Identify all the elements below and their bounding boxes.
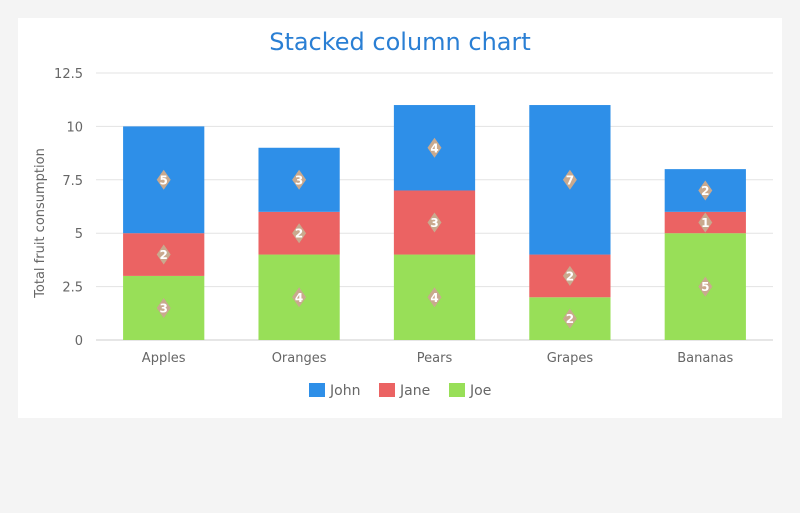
data-label-marker [427, 137, 442, 158]
x-tick-label: Apples [142, 351, 186, 366]
chart-card: Stacked column chart 0 2.5 5 7.5 10 12.5 Tota… [18, 18, 782, 418]
legend-swatch-joe [449, 383, 465, 397]
legend-swatch-jane [379, 383, 395, 397]
data-label: 3 [430, 216, 438, 230]
data-label-marker [156, 297, 171, 318]
data-label: 4 [295, 291, 303, 305]
y-axis-title: Total fruit consumption [33, 148, 48, 299]
data-label: 5 [701, 280, 709, 294]
data-label: 2 [701, 184, 709, 198]
y-axis-ticks: 0 2.5 5 7.5 10 12.5 [54, 67, 83, 349]
data-label: 7 [566, 173, 574, 187]
data-label-marker [698, 180, 713, 201]
x-tick-label: Bananas [677, 351, 733, 366]
data-label-marker [698, 212, 713, 233]
data-label: 2 [566, 269, 574, 283]
data-label: 2 [566, 312, 574, 326]
legend-swatch-john [309, 383, 325, 397]
data-label: 5 [160, 173, 168, 187]
data-label-marker [698, 276, 713, 297]
data-label: 3 [295, 173, 303, 187]
data-label-marker [156, 169, 171, 190]
stacked-column-chart: Stacked column chart 0 2.5 5 7.5 10 12.5 Tota… [33, 28, 773, 399]
data-labels: 3 2 5 4 2 3 4 3 4 2 2 7 5 1 2 [156, 137, 713, 329]
data-label-marker [427, 287, 442, 308]
legend-label-joe[interactable]: Joe [469, 383, 491, 399]
x-tick-label: Pears [417, 351, 453, 366]
data-label-marker [562, 169, 577, 190]
data-label-marker [562, 265, 577, 286]
y-tick-label: 12.5 [54, 67, 83, 82]
x-tick-label: Oranges [272, 351, 327, 366]
chart-title: Stacked column chart [269, 28, 531, 56]
y-tick-label: 2.5 [62, 281, 83, 296]
y-tick-label: 5 [75, 227, 83, 242]
legend: John Jane Joe [309, 383, 491, 399]
data-label-marker [427, 212, 442, 233]
data-label: 3 [160, 301, 168, 315]
data-label-marker [156, 244, 171, 265]
x-tick-label: Grapes [547, 351, 594, 366]
y-tick-label: 0 [75, 334, 83, 349]
y-tick-label: 10 [66, 120, 83, 135]
data-label-marker [292, 287, 307, 308]
y-tick-label: 7.5 [62, 174, 83, 189]
data-label: 4 [430, 291, 438, 305]
data-label-marker [292, 223, 307, 244]
data-label: 1 [701, 216, 709, 230]
data-label-marker [292, 169, 307, 190]
data-label: 2 [160, 248, 168, 262]
data-label-marker [562, 308, 577, 329]
x-axis-ticks: Apples Oranges Pears Grapes Bananas [142, 351, 734, 366]
legend-label-jane[interactable]: Jane [399, 383, 430, 399]
data-label: 4 [430, 141, 438, 155]
data-label: 2 [295, 227, 303, 241]
legend-label-john[interactable]: John [329, 383, 360, 399]
